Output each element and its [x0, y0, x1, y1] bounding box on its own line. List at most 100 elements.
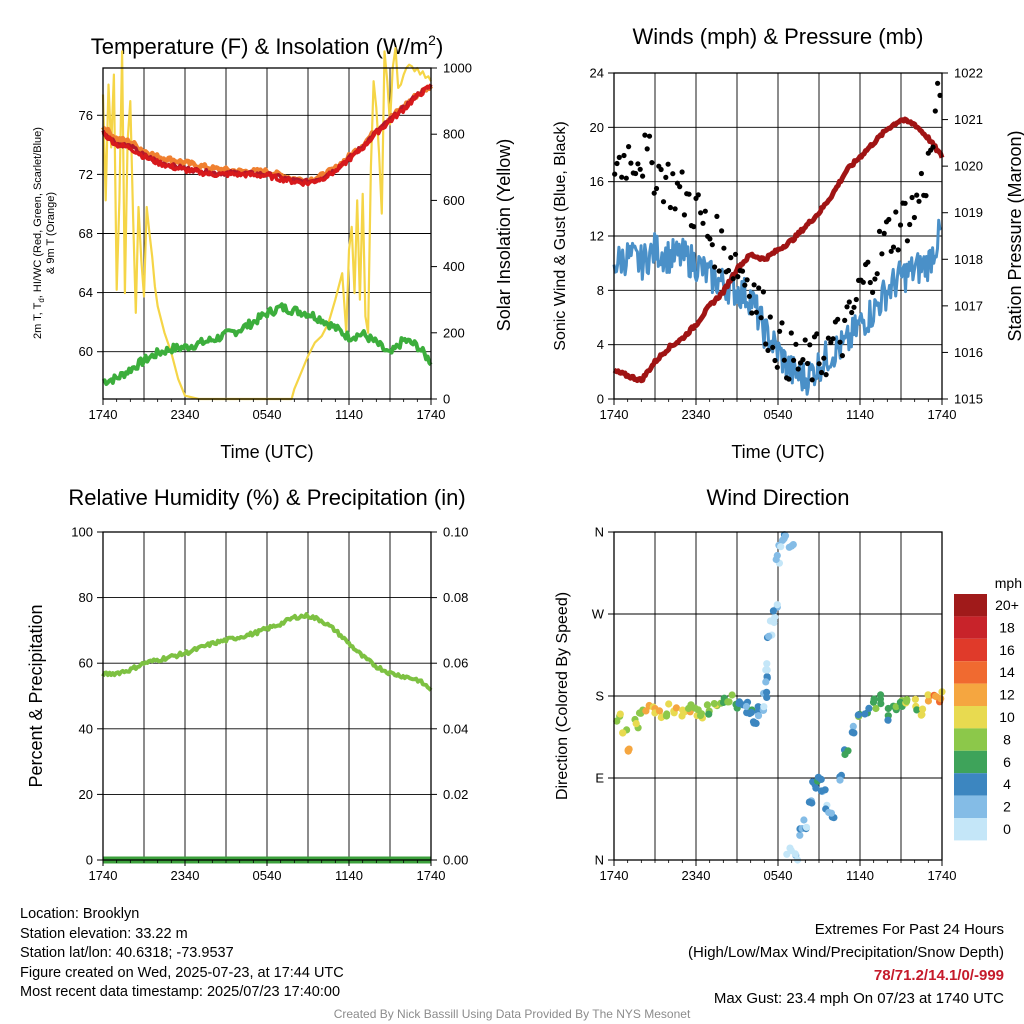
direction-point: [865, 704, 873, 713]
temperature-panel: Temperature (F) & Insolation (W/m2) 60 64…: [32, 32, 514, 462]
direction-point: [869, 698, 878, 706]
winds-y-ticks: 0 4 8 12 16 20 24: [590, 66, 614, 407]
y-tick-label: N: [595, 853, 604, 868]
temperature-title: Temperature (F) & Insolation (W/m2): [91, 32, 444, 59]
gust-point: [828, 339, 834, 346]
gust-point: [842, 317, 848, 323]
gust-point: [742, 282, 748, 288]
gust-point: [772, 357, 778, 364]
direction-point: [937, 695, 945, 703]
gust-point: [633, 170, 639, 177]
gust-point: [765, 347, 771, 353]
direction-point: [665, 700, 673, 708]
direction-point: [679, 706, 687, 714]
direction-point: [791, 850, 799, 858]
direction-point: [696, 711, 705, 720]
y-tick-label: 60: [79, 656, 93, 671]
direction-point: [632, 720, 640, 728]
gust-point: [897, 222, 904, 228]
direction-point: [752, 719, 760, 728]
gust-point: [876, 228, 883, 234]
gust-point: [725, 267, 732, 274]
gust-point: [716, 268, 722, 274]
winds-panel: Winds (mph) & Pressure (mb) 04812162024 …: [552, 24, 1024, 462]
colorbar-unit: mph: [995, 575, 1022, 591]
winds-series: [612, 80, 945, 396]
x-tick-label: 1740: [89, 868, 118, 883]
temperature-ylabel-line2: & 9m T (Orange): [45, 192, 57, 274]
extremes-values: 78/71.2/14.1/0/-999: [873, 967, 1004, 984]
gust-point: [746, 293, 753, 299]
direction-point: [848, 728, 856, 736]
gust-point: [686, 191, 692, 197]
dewpoint-line: [101, 302, 433, 386]
temperature-y2label: Solar Insolation (Yellow): [494, 139, 514, 331]
colorbar-label: 20+: [995, 597, 1019, 613]
recent-timestamp: Most recent data timestamp: 2025/07/23 1…: [20, 984, 341, 1000]
gust-point: [930, 144, 936, 150]
gust-point: [756, 285, 762, 291]
y-tick-label: 20: [590, 120, 604, 135]
x-tick-label: 1740: [928, 868, 957, 883]
y2-tick-label: 1017: [954, 298, 983, 313]
direction-point: [672, 704, 681, 712]
gust-point: [881, 230, 887, 236]
colorbar-swatch: [954, 750, 987, 774]
y-tick-label: 76: [79, 108, 93, 123]
gust-point: [635, 161, 641, 167]
x-tick-label: 1740: [928, 407, 957, 422]
winds-x-ticks: 1740 2340 0540 1140 1740: [600, 399, 957, 422]
direction-point: [913, 706, 921, 714]
direction-point: [678, 712, 686, 720]
x-tick-label: 1740: [600, 868, 629, 883]
direction-point: [747, 708, 756, 717]
gust-point: [744, 277, 750, 283]
colorbar-label: 18: [999, 619, 1015, 635]
y2-tick-label: 600: [443, 193, 465, 208]
direction-point: [619, 729, 627, 737]
direction-point: [872, 704, 880, 713]
gust-point: [809, 377, 815, 383]
direction-point: [911, 695, 920, 703]
humidity-y-ticks: 0 20 40 60 80 100: [71, 525, 103, 868]
gust-point: [779, 320, 785, 326]
gust-point: [923, 193, 929, 199]
colorbar-swatch: [954, 594, 987, 617]
gust-point: [918, 170, 925, 177]
gust-point: [614, 160, 620, 167]
temperature-xlabel: Time (UTC): [220, 442, 313, 462]
colorbar-label: 8: [1003, 731, 1011, 747]
y2-tick-label: 0.00: [443, 853, 468, 868]
gust-point: [663, 174, 669, 180]
gust-point: [890, 244, 897, 250]
humidity-line: [101, 612, 433, 692]
gust-point: [786, 376, 792, 382]
y2-tick-label: 1021: [954, 112, 983, 127]
y2-tick-label: 0.04: [443, 721, 468, 736]
gust-point: [872, 276, 878, 282]
station-info: Location: Brooklyn Station elevation: 33…: [20, 905, 344, 1003]
insolation-line: [101, 47, 432, 401]
x-tick-label: 0540: [253, 407, 282, 422]
gust-point: [644, 146, 650, 152]
direction-point: [769, 607, 778, 615]
x-tick-label: 1740: [600, 407, 629, 422]
extremes-subtitle: (High/Low/Max Wind/Precipitation/Snow De…: [688, 944, 1004, 961]
gust-point: [691, 224, 697, 230]
direction-point: [770, 618, 778, 627]
gust-point: [702, 208, 708, 214]
colorbar-swatch: [954, 661, 987, 684]
gust-point: [640, 173, 646, 179]
direction-point: [918, 710, 926, 719]
direction-point: [800, 816, 808, 824]
y2-tick-label: 0.06: [443, 656, 468, 671]
station-latlon: Station lat/lon: 40.6318; -73.9537: [20, 945, 234, 961]
y2-tick-label: 200: [443, 325, 465, 340]
gust-point: [788, 330, 794, 336]
direction-point: [817, 775, 825, 784]
temperature-y2-ticks: 0 200 400 600 800 1000: [431, 61, 472, 407]
gust-point: [846, 299, 852, 305]
gust-point: [665, 161, 671, 167]
x-tick-label: 1740: [417, 868, 446, 883]
y-tick-label: 24: [590, 66, 604, 81]
